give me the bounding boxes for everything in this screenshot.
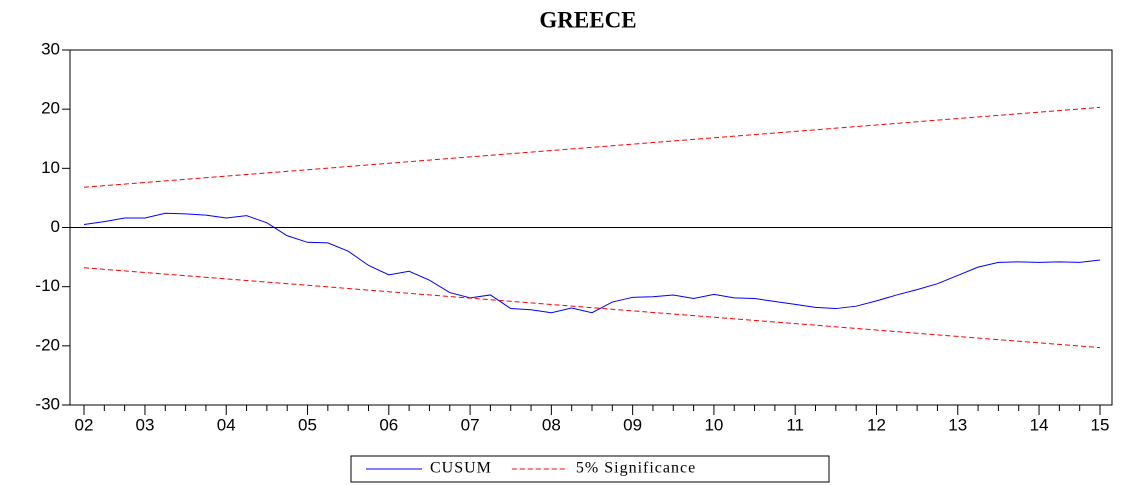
x-tick-label: 04	[217, 415, 236, 434]
y-tick-label: 30	[41, 39, 60, 58]
y-tick-label: 0	[51, 217, 60, 236]
x-tick-label: 08	[542, 415, 561, 434]
x-tick-label: 11	[786, 415, 804, 434]
x-tick-label: 14	[1030, 415, 1049, 434]
series-line	[83, 212, 1101, 314]
x-tick-label: 06	[379, 415, 398, 434]
y-tick-label: -20	[35, 335, 60, 354]
x-tick-label: 05	[298, 415, 317, 434]
chart-title: GREECE	[539, 7, 636, 32]
y-tick-label: 20	[41, 99, 60, 118]
legend-label: CUSUM	[430, 460, 492, 477]
x-tick-label: 07	[461, 415, 480, 434]
y-tick-label: 10	[41, 158, 60, 177]
x-tick-label: 12	[867, 415, 886, 434]
legend-label: 5% Significance	[576, 460, 696, 477]
x-tick-label: 13	[948, 415, 967, 434]
x-tick-label: 15	[1091, 415, 1110, 434]
legend-box	[350, 455, 830, 483]
x-tick-label: 10	[704, 415, 723, 434]
series-line	[83, 106, 1101, 188]
x-tick-label: 02	[75, 415, 94, 434]
x-tick-label: 09	[623, 415, 642, 434]
y-tick-label: -30	[35, 394, 60, 413]
x-tick-label: 03	[135, 415, 154, 434]
series-line	[83, 267, 1101, 349]
y-tick-label: -10	[35, 276, 60, 295]
